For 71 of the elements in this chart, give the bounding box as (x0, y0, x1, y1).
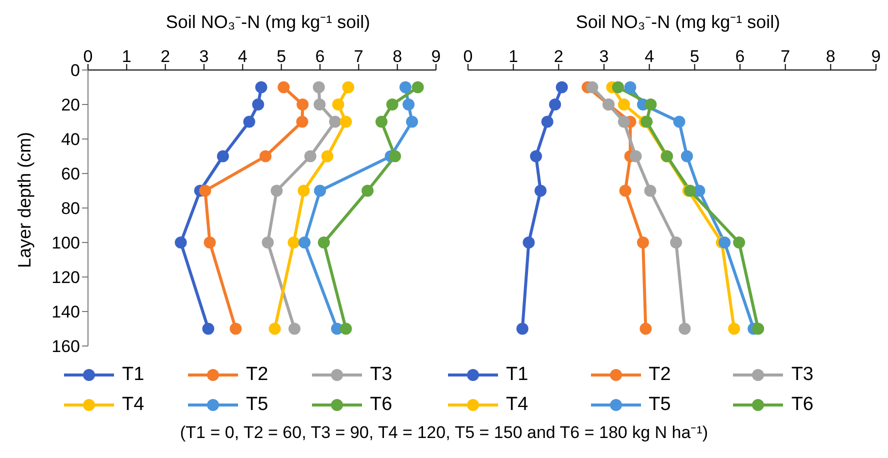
x-axis-title: Soil NO₃⁻-N (mg kg⁻¹ soil) (164, 11, 372, 34)
point (680, 150, 693, 162)
x-tick-label: 4 (644, 47, 654, 66)
x-tick-label: 2 (160, 47, 170, 66)
y-tick-label: 80 (61, 199, 80, 218)
x-axis-title: Soil NO₃⁻-N (mg kg⁻¹ soil) (574, 11, 782, 34)
point (619, 184, 632, 197)
x-tick-label: 2 (554, 47, 564, 66)
legend-label: T4 (506, 394, 528, 416)
x-tick-label: 6 (735, 47, 745, 66)
x-tick-label: 4 (238, 47, 248, 66)
text: (T1 = 0, T2 = 60, T3 = 90, T4 = 120, T5 = 150 and T6 = 180 kg N ha⁻¹) (179, 422, 709, 443)
point (549, 98, 562, 110)
y-tick-label: 0 (70, 61, 80, 80)
y-tick-label: 60 (61, 164, 80, 184)
point (644, 98, 657, 110)
point (618, 116, 630, 128)
x-tick-label: 1 (508, 47, 518, 66)
x-tick-label: 3 (199, 47, 209, 66)
point (530, 150, 542, 162)
point (640, 322, 652, 335)
legend-label: T2 (246, 364, 268, 386)
point (534, 184, 547, 197)
legend-label: T2 (648, 364, 671, 386)
legend-label: T3 (791, 364, 814, 386)
x-tick-label: 7 (354, 47, 364, 66)
point (586, 81, 598, 94)
point (516, 322, 528, 335)
point (718, 236, 731, 248)
y-tick-label: 160 (52, 337, 80, 356)
x-tick-label: 6 (315, 47, 325, 66)
y-tick-label: 120 (52, 268, 80, 288)
x-tick-label: 0 (83, 47, 93, 66)
point (673, 116, 686, 128)
point (624, 81, 636, 94)
y-tick-label: 140 (52, 302, 80, 322)
y-tick-label: 40 (61, 130, 80, 150)
point (644, 184, 656, 197)
x-tick-label: 5 (690, 47, 700, 66)
point (522, 236, 535, 248)
point (728, 322, 740, 335)
x-tick-label: 8 (826, 47, 836, 66)
x-tick-label: 5 (276, 47, 286, 66)
point (752, 322, 764, 335)
point (733, 236, 746, 248)
point (678, 322, 691, 335)
x-tick-label: 7 (780, 47, 790, 66)
y-tick-label: 100 (52, 234, 80, 253)
x-tick-label: 0 (463, 47, 473, 66)
legend-label: T4 (122, 394, 144, 416)
legend-label: T1 (122, 364, 144, 386)
x-tick-label: 8 (392, 47, 402, 66)
point (556, 81, 568, 94)
legend-label: T6 (791, 394, 814, 416)
legend-label: T1 (506, 364, 528, 386)
legend-label: T6 (370, 394, 392, 416)
y-tick-label: 20 (61, 96, 80, 115)
point (636, 236, 649, 248)
point (670, 236, 682, 248)
point (541, 116, 554, 128)
x-tick-label: 3 (599, 47, 609, 66)
point (618, 98, 630, 110)
x-tick-label: 1 (122, 47, 132, 66)
point (630, 150, 642, 162)
legend-label: T3 (370, 364, 392, 386)
legend-label: T5 (246, 394, 268, 416)
x-tick-label: 9 (431, 47, 441, 66)
point (612, 81, 624, 94)
x-tick-label: 9 (871, 47, 881, 66)
y-axis-title: Layer depth (cm) (14, 132, 34, 268)
legend-label: T5 (648, 394, 671, 416)
